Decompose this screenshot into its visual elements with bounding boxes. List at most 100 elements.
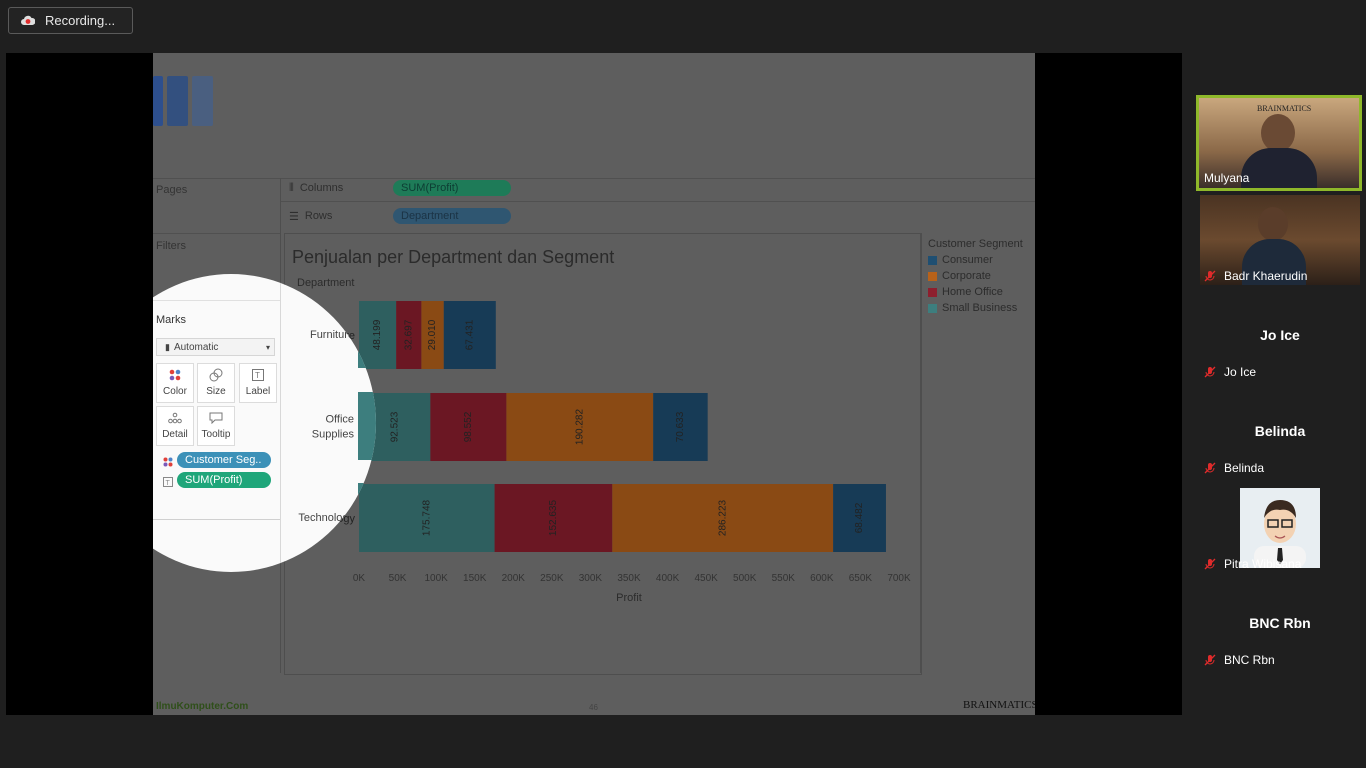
bar-segment bbox=[359, 484, 495, 552]
participant-name-text: Mulyana bbox=[1204, 171, 1250, 185]
legend-swatch bbox=[928, 271, 937, 281]
chart-title: Penjualan per Department dan Segment bbox=[292, 247, 614, 267]
detail-dots-icon bbox=[168, 412, 182, 424]
brand-banner: BRAINMATICS bbox=[1257, 104, 1312, 113]
color-dots-icon bbox=[169, 369, 181, 381]
cartoon-avatar-icon bbox=[1254, 500, 1306, 568]
chevron-down-icon: ▾ bbox=[265, 342, 270, 352]
pages-shelf-label: Pages bbox=[156, 184, 188, 196]
person-silhouette bbox=[1261, 114, 1295, 152]
legend-item: Home Office bbox=[928, 286, 1023, 298]
x-tick-label: 400K bbox=[656, 573, 680, 584]
participant-tile[interactable]: BRAINMATICS Mulyana bbox=[1196, 95, 1362, 191]
x-tick-label: 200K bbox=[502, 573, 526, 584]
participant-tile[interactable]: Pitra Wibisana bbox=[1200, 483, 1360, 573]
participant-name-text: Badr Khaerudin bbox=[1224, 269, 1308, 283]
bar-segment bbox=[494, 484, 613, 552]
participant-video: BRAINMATICS bbox=[1199, 98, 1359, 188]
legend-label: Home Office bbox=[942, 286, 1003, 298]
mic-muted-icon bbox=[1204, 462, 1216, 474]
svg-text:T: T bbox=[166, 480, 171, 487]
rows-shelf: ☰ Rows bbox=[289, 206, 332, 226]
bar-icon: ▮ bbox=[165, 341, 170, 352]
participant-tile[interactable]: BNC Rbn BNC Rbn bbox=[1200, 579, 1360, 669]
recording-indicator[interactable]: Recording... bbox=[8, 7, 133, 34]
participant-tile[interactable]: Belinda Belinda bbox=[1200, 387, 1360, 477]
marks-card-title: Marks bbox=[156, 314, 186, 326]
mic-muted-icon bbox=[1204, 270, 1216, 282]
legend-swatch bbox=[928, 255, 937, 265]
x-tick-label: 500K bbox=[733, 573, 757, 584]
participant-name-text: Pitra Wibisana bbox=[1224, 557, 1302, 571]
data-label: 32.697 bbox=[403, 319, 414, 350]
person-body bbox=[1242, 239, 1306, 285]
bar-segment bbox=[506, 393, 654, 461]
slide-decoration bbox=[167, 76, 188, 126]
bar-segment bbox=[358, 483, 376, 551]
data-label: 286.223 bbox=[717, 499, 728, 536]
bar-chart: Penjualan per Department dan Segment Depa… bbox=[292, 247, 911, 604]
category-label: Furniture bbox=[310, 329, 354, 341]
color-dots-icon bbox=[163, 454, 173, 472]
participant-name: Pitra Wibisana bbox=[1204, 557, 1301, 571]
label-button[interactable]: T Label bbox=[239, 363, 277, 403]
tooltip-label: Tooltip bbox=[201, 429, 231, 440]
x-tick-label: 100K bbox=[424, 573, 448, 584]
divider bbox=[281, 201, 1035, 202]
mic-muted-icon bbox=[1204, 558, 1216, 570]
x-axis-label: Profit bbox=[616, 592, 642, 604]
bar-segment bbox=[421, 301, 444, 369]
detail-label: Detail bbox=[162, 429, 188, 440]
color-label: Color bbox=[163, 386, 187, 397]
columns-pill[interactable]: SUM(Profit) bbox=[393, 180, 511, 196]
x-tick-label: 550K bbox=[772, 573, 796, 584]
columns-shelf: ⦀ Columns bbox=[289, 178, 343, 198]
participant-display-name: Belinda bbox=[1254, 423, 1306, 439]
size-button[interactable]: Size bbox=[197, 363, 235, 403]
slide-number: 46 bbox=[589, 703, 598, 712]
tooltip-icon bbox=[209, 412, 223, 424]
color-button[interactable]: Color bbox=[156, 363, 194, 403]
x-tick-label: 150K bbox=[463, 573, 487, 584]
data-label: 175.748 bbox=[421, 499, 432, 536]
legend-label: Corporate bbox=[942, 270, 991, 282]
participant-name: Mulyana bbox=[1204, 171, 1249, 185]
participant-name: Belinda bbox=[1204, 461, 1264, 475]
detail-button[interactable]: Detail bbox=[156, 406, 194, 446]
bar-segment bbox=[653, 393, 708, 461]
divider bbox=[153, 233, 280, 234]
x-tick-label: 700K bbox=[887, 573, 911, 584]
mark-type-dropdown[interactable]: ▮ Automatic ▾ bbox=[156, 338, 275, 356]
size-label: Size bbox=[206, 386, 226, 397]
footer-brand: BRAINMATICS bbox=[963, 699, 1035, 711]
x-tick-label: 450K bbox=[694, 573, 718, 584]
marks-label-pill[interactable]: SUM(Profit) bbox=[177, 472, 271, 488]
data-label: 152.635 bbox=[548, 499, 559, 536]
bar-segment bbox=[358, 300, 376, 368]
columns-icon: ⦀ bbox=[289, 181, 294, 194]
bar-segment bbox=[833, 484, 886, 552]
chart-area: Penjualan per Department dan Segment Depa… bbox=[284, 233, 922, 675]
recording-label: Recording... bbox=[45, 13, 116, 28]
participant-display-name: BNC Rbn bbox=[1249, 615, 1311, 631]
participant-tile[interactable]: Jo Ice Jo Ice bbox=[1200, 291, 1360, 381]
rows-pill[interactable]: Department bbox=[393, 208, 511, 224]
spotlight-overlay: Furniture48.19932.69729.01067.431OfficeS… bbox=[153, 274, 376, 572]
participant-name: Jo Ice bbox=[1204, 365, 1256, 379]
legend-swatch bbox=[928, 303, 937, 313]
row-header: Department bbox=[297, 277, 354, 289]
legend-swatch bbox=[928, 287, 937, 297]
participant-name-text: Belinda bbox=[1224, 461, 1265, 475]
x-tick-label: 300K bbox=[579, 573, 603, 584]
x-tick-label: 600K bbox=[810, 573, 834, 584]
participant-display-name: Jo Ice bbox=[1260, 327, 1300, 343]
data-label: 29.010 bbox=[427, 319, 438, 350]
tooltip-button[interactable]: Tooltip bbox=[197, 406, 235, 446]
participant-tile[interactable]: Badr Khaerudin bbox=[1200, 195, 1360, 285]
rows-icon: ☰ bbox=[289, 210, 299, 223]
category-label: Office bbox=[325, 414, 354, 426]
marks-color-pill[interactable]: Customer Seg.. bbox=[177, 452, 271, 468]
participant-name-text: Jo Ice bbox=[1224, 365, 1257, 379]
legend-item: Small Business bbox=[928, 302, 1023, 314]
divider bbox=[153, 519, 280, 520]
